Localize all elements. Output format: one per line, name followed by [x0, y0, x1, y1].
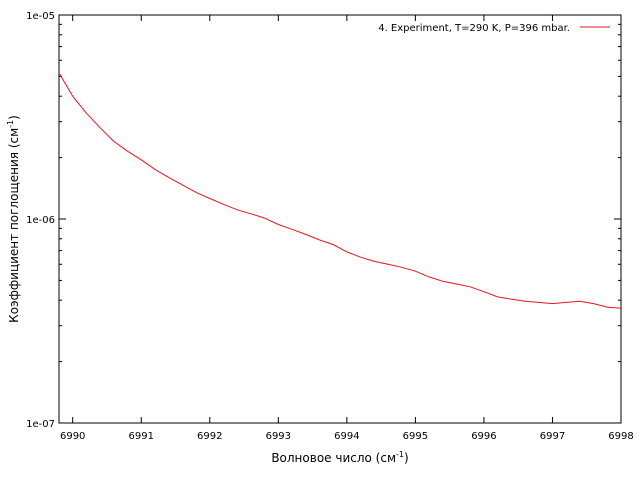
x-tick-label: 6990 [60, 431, 85, 442]
x-tick-label: 6992 [197, 431, 222, 442]
y-tick-label: 1e-07 [26, 419, 55, 430]
legend-entry-label: 4. Experiment, T=290 K, P=396 mbar. [378, 23, 570, 34]
series-layer [58, 72, 622, 309]
x-tick-label: 6998 [608, 431, 633, 442]
x-axis-ticks: 6990 6991 6992 6993 6994 6995 6996 6997 6998 [60, 15, 634, 442]
y-tick-label: 1e-05 [26, 11, 55, 22]
y-axis-label: Коэффициент поглощения (см-1) [6, 115, 21, 323]
legend: 4. Experiment, T=290 K, P=396 mbar. [378, 23, 610, 34]
x-tick-label: 6996 [471, 431, 496, 442]
y-axis-ticks: 1e-07 1e-06 1e-05 [26, 11, 621, 430]
x-tick-label: 6997 [540, 431, 565, 442]
x-tick-label: 6993 [266, 431, 291, 442]
series-line [58, 72, 622, 309]
x-tick-label: 6994 [334, 431, 359, 442]
y-tick-label: 1e-06 [26, 215, 55, 226]
x-tick-label: 6995 [403, 431, 428, 442]
plot-frame [58, 14, 622, 424]
x-axis-label: Волновое число (см-1) [271, 450, 408, 465]
x-tick-label: 6991 [129, 431, 154, 442]
